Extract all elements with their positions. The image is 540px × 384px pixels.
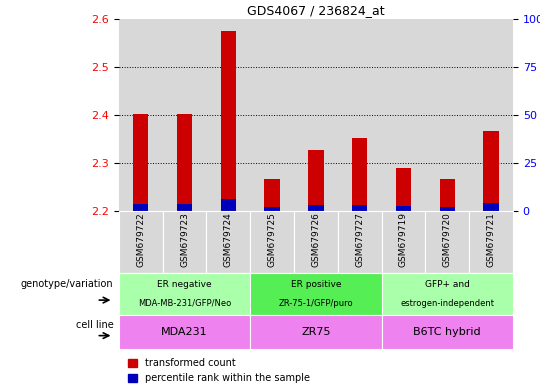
Bar — [250, 315, 382, 349]
Text: MDA231: MDA231 — [161, 327, 208, 337]
Bar — [352, 138, 367, 211]
Bar — [469, 211, 513, 273]
Bar — [133, 204, 149, 211]
Bar — [119, 211, 163, 273]
Bar — [396, 168, 411, 211]
Text: GSM679722: GSM679722 — [136, 212, 145, 267]
Bar — [382, 315, 513, 349]
Text: B6TC hybrid: B6TC hybrid — [414, 327, 481, 337]
Text: ER negative: ER negative — [157, 280, 212, 289]
Bar — [440, 179, 455, 211]
Bar — [119, 19, 163, 211]
Bar — [206, 211, 250, 273]
Bar — [294, 19, 338, 211]
Bar — [221, 31, 236, 211]
Bar — [119, 315, 250, 349]
Text: GSM679721: GSM679721 — [487, 212, 496, 267]
Bar — [250, 211, 294, 273]
Bar — [382, 211, 426, 273]
Bar — [265, 179, 280, 211]
Bar — [483, 131, 499, 211]
Text: GSM679725: GSM679725 — [268, 212, 276, 267]
Text: genotype/variation: genotype/variation — [21, 280, 113, 290]
Bar — [250, 273, 382, 315]
Text: GFP+ and: GFP+ and — [425, 280, 470, 289]
Text: cell line: cell line — [76, 320, 113, 330]
Bar — [382, 19, 426, 211]
Bar — [250, 19, 294, 211]
Bar — [133, 114, 149, 211]
Text: GSM679719: GSM679719 — [399, 212, 408, 267]
Bar — [163, 211, 206, 273]
Legend: transformed count, percentile rank within the sample: transformed count, percentile rank withi… — [124, 354, 314, 384]
Bar — [352, 205, 367, 211]
Text: estrogen-independent: estrogen-independent — [400, 298, 494, 308]
Bar — [440, 207, 455, 211]
Bar — [338, 211, 382, 273]
Bar — [206, 19, 250, 211]
Bar — [177, 204, 192, 211]
Bar — [308, 205, 323, 211]
Bar — [163, 19, 206, 211]
Text: GSM679723: GSM679723 — [180, 212, 189, 267]
Text: GSM679727: GSM679727 — [355, 212, 364, 267]
Bar — [221, 199, 236, 211]
Bar — [265, 207, 280, 211]
Bar — [119, 273, 250, 315]
Text: GSM679726: GSM679726 — [312, 212, 320, 267]
Bar — [396, 207, 411, 211]
Title: GDS4067 / 236824_at: GDS4067 / 236824_at — [247, 3, 384, 17]
Bar — [426, 19, 469, 211]
Text: GSM679724: GSM679724 — [224, 212, 233, 267]
Text: MDA-MB-231/GFP/Neo: MDA-MB-231/GFP/Neo — [138, 298, 231, 308]
Text: ZR75: ZR75 — [301, 327, 330, 337]
Bar — [483, 203, 499, 211]
Bar — [469, 19, 513, 211]
Text: ER positive: ER positive — [291, 280, 341, 289]
Bar — [177, 114, 192, 211]
Bar — [308, 150, 323, 211]
Bar — [338, 19, 382, 211]
Bar — [426, 211, 469, 273]
Bar — [382, 273, 513, 315]
Bar — [294, 211, 338, 273]
Text: GSM679720: GSM679720 — [443, 212, 452, 267]
Text: ZR-75-1/GFP/puro: ZR-75-1/GFP/puro — [279, 298, 353, 308]
